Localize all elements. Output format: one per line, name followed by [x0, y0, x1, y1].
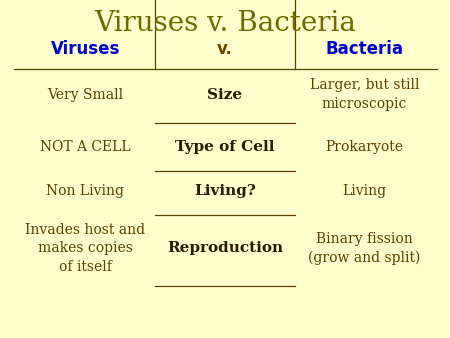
Text: NOT A CELL: NOT A CELL [40, 140, 131, 154]
Text: Reproduction: Reproduction [167, 241, 283, 256]
Text: Size: Size [207, 88, 243, 102]
Text: Non Living: Non Living [46, 184, 125, 198]
Text: Invades host and
makes copies
of itself: Invades host and makes copies of itself [26, 223, 145, 274]
Text: Very Small: Very Small [47, 88, 124, 102]
Text: Viruses: Viruses [51, 40, 120, 58]
Text: Bacteria: Bacteria [325, 40, 404, 58]
Text: Larger, but still
microscopic: Larger, but still microscopic [310, 78, 419, 111]
Text: Prokaryote: Prokaryote [325, 140, 404, 154]
Text: Living?: Living? [194, 184, 256, 198]
Text: Viruses v. Bacteria: Viruses v. Bacteria [94, 10, 356, 37]
Text: Type of Cell: Type of Cell [175, 140, 275, 154]
Text: v.: v. [217, 40, 233, 58]
Text: Binary fission
(grow and split): Binary fission (grow and split) [308, 232, 421, 265]
Text: Living: Living [342, 184, 387, 198]
